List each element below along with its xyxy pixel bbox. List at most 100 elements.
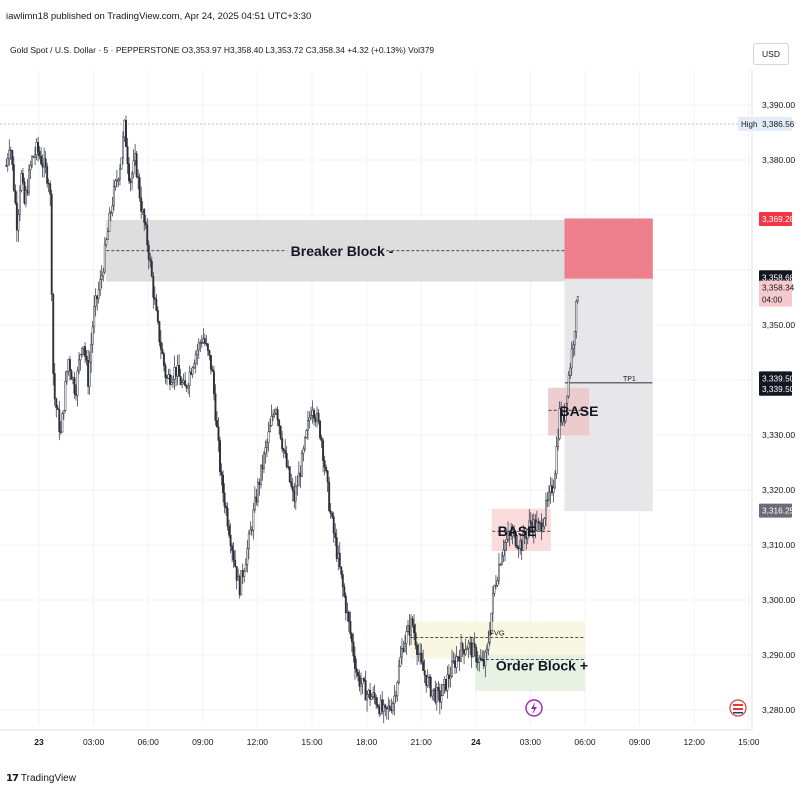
candle-body <box>273 412 276 416</box>
candle-body <box>385 707 388 710</box>
candle-body <box>555 446 558 475</box>
candle-body <box>23 181 26 204</box>
candle-body <box>29 165 32 171</box>
candle-body <box>103 244 106 273</box>
candle-body <box>494 585 497 587</box>
candle-body <box>384 704 387 708</box>
price-label-1: 3,369.28 <box>762 214 795 224</box>
candle-body <box>73 377 76 394</box>
candle-body <box>226 507 229 527</box>
candle-body <box>346 611 349 614</box>
candle-body <box>498 564 500 582</box>
candle-body <box>416 644 419 655</box>
candle-body <box>40 155 43 165</box>
candle-body <box>264 447 267 454</box>
candle-body <box>246 548 249 565</box>
candle-body <box>413 624 416 634</box>
candle-body <box>147 244 150 260</box>
candle-body <box>551 485 553 493</box>
candle-body <box>91 326 94 345</box>
candle-body <box>12 164 15 191</box>
candle-body <box>44 158 47 167</box>
candle-body <box>353 655 356 669</box>
candle-body <box>411 618 414 626</box>
candle-body <box>541 526 544 532</box>
candle-body <box>482 659 485 667</box>
candle-body <box>76 370 79 396</box>
candle-body <box>326 470 329 483</box>
candle-body <box>234 559 237 567</box>
candle-body <box>31 156 33 166</box>
candle-body <box>394 695 397 697</box>
candle-body <box>402 647 405 652</box>
candle-body <box>114 180 117 188</box>
candle-body <box>102 271 105 277</box>
candle-body <box>484 651 487 667</box>
candle-body <box>443 679 446 685</box>
x-tick-label: 06:00 <box>138 737 160 747</box>
candle-body <box>485 649 488 653</box>
tv-logo-text: TradingView <box>20 773 76 784</box>
price-label-5: 3,339.50 <box>762 384 795 394</box>
candle-body <box>491 592 494 614</box>
y-tick-label: 3,300.00 <box>762 595 795 605</box>
candle-body <box>338 552 341 567</box>
candle-body <box>566 395 569 404</box>
x-tick-label: 12:00 <box>247 737 269 747</box>
candle-body <box>519 540 522 549</box>
candle-body <box>169 374 171 385</box>
y-tick-label: 3,350.00 <box>762 320 795 330</box>
candle-body <box>366 694 369 701</box>
candle-body <box>317 412 320 422</box>
price-label-3: 3,358.34 <box>762 283 795 293</box>
candle-body <box>270 416 273 426</box>
candle-body <box>343 586 346 597</box>
candle-body <box>53 373 56 400</box>
candle-body <box>79 354 82 361</box>
candle-body <box>206 343 209 351</box>
candle-body <box>329 510 332 514</box>
candle-body <box>569 367 572 376</box>
candle-body <box>182 380 185 383</box>
x-tick-label: 18:00 <box>356 737 378 747</box>
price-label-bg-5 <box>759 381 792 396</box>
candle-body <box>575 300 578 332</box>
candle-body <box>391 703 394 711</box>
candle-body <box>181 382 184 385</box>
price-label-prefix: High <box>741 120 757 129</box>
candle-body <box>552 487 555 493</box>
candle-body <box>196 349 199 355</box>
candle-body <box>334 532 337 538</box>
candle-body <box>538 522 541 524</box>
candle-body <box>49 183 52 195</box>
candle-body <box>426 676 429 686</box>
candle-body <box>232 550 235 561</box>
candle-body <box>184 380 187 387</box>
candle-body <box>425 674 428 686</box>
candle-body <box>293 490 296 502</box>
candle-body <box>6 158 9 166</box>
candle-body <box>35 141 38 156</box>
zone-label-0: Breaker Block - <box>291 243 394 259</box>
candle-body <box>55 398 58 409</box>
candle-body <box>447 674 450 679</box>
candle-body <box>193 363 196 369</box>
candle-body <box>64 381 67 411</box>
x-tick-label: 15:00 <box>738 737 760 747</box>
y-tick-label: 3,310.00 <box>762 540 795 550</box>
candle-body <box>167 374 170 379</box>
candle-body <box>379 699 382 714</box>
candle-body <box>144 222 147 226</box>
candle-body <box>466 647 469 651</box>
candle-body <box>328 481 331 512</box>
candle-body <box>126 146 129 164</box>
candle-body <box>291 486 294 492</box>
candle-body <box>229 534 232 547</box>
tradingview-logo[interactable]: 𝟭𝟳 TradingView <box>6 773 76 784</box>
currency-button[interactable]: USD <box>753 43 789 65</box>
candle-body <box>28 169 30 194</box>
candle-body <box>476 661 479 663</box>
candle-body <box>545 500 547 519</box>
y-tick-label: 3,330.00 <box>762 430 795 440</box>
